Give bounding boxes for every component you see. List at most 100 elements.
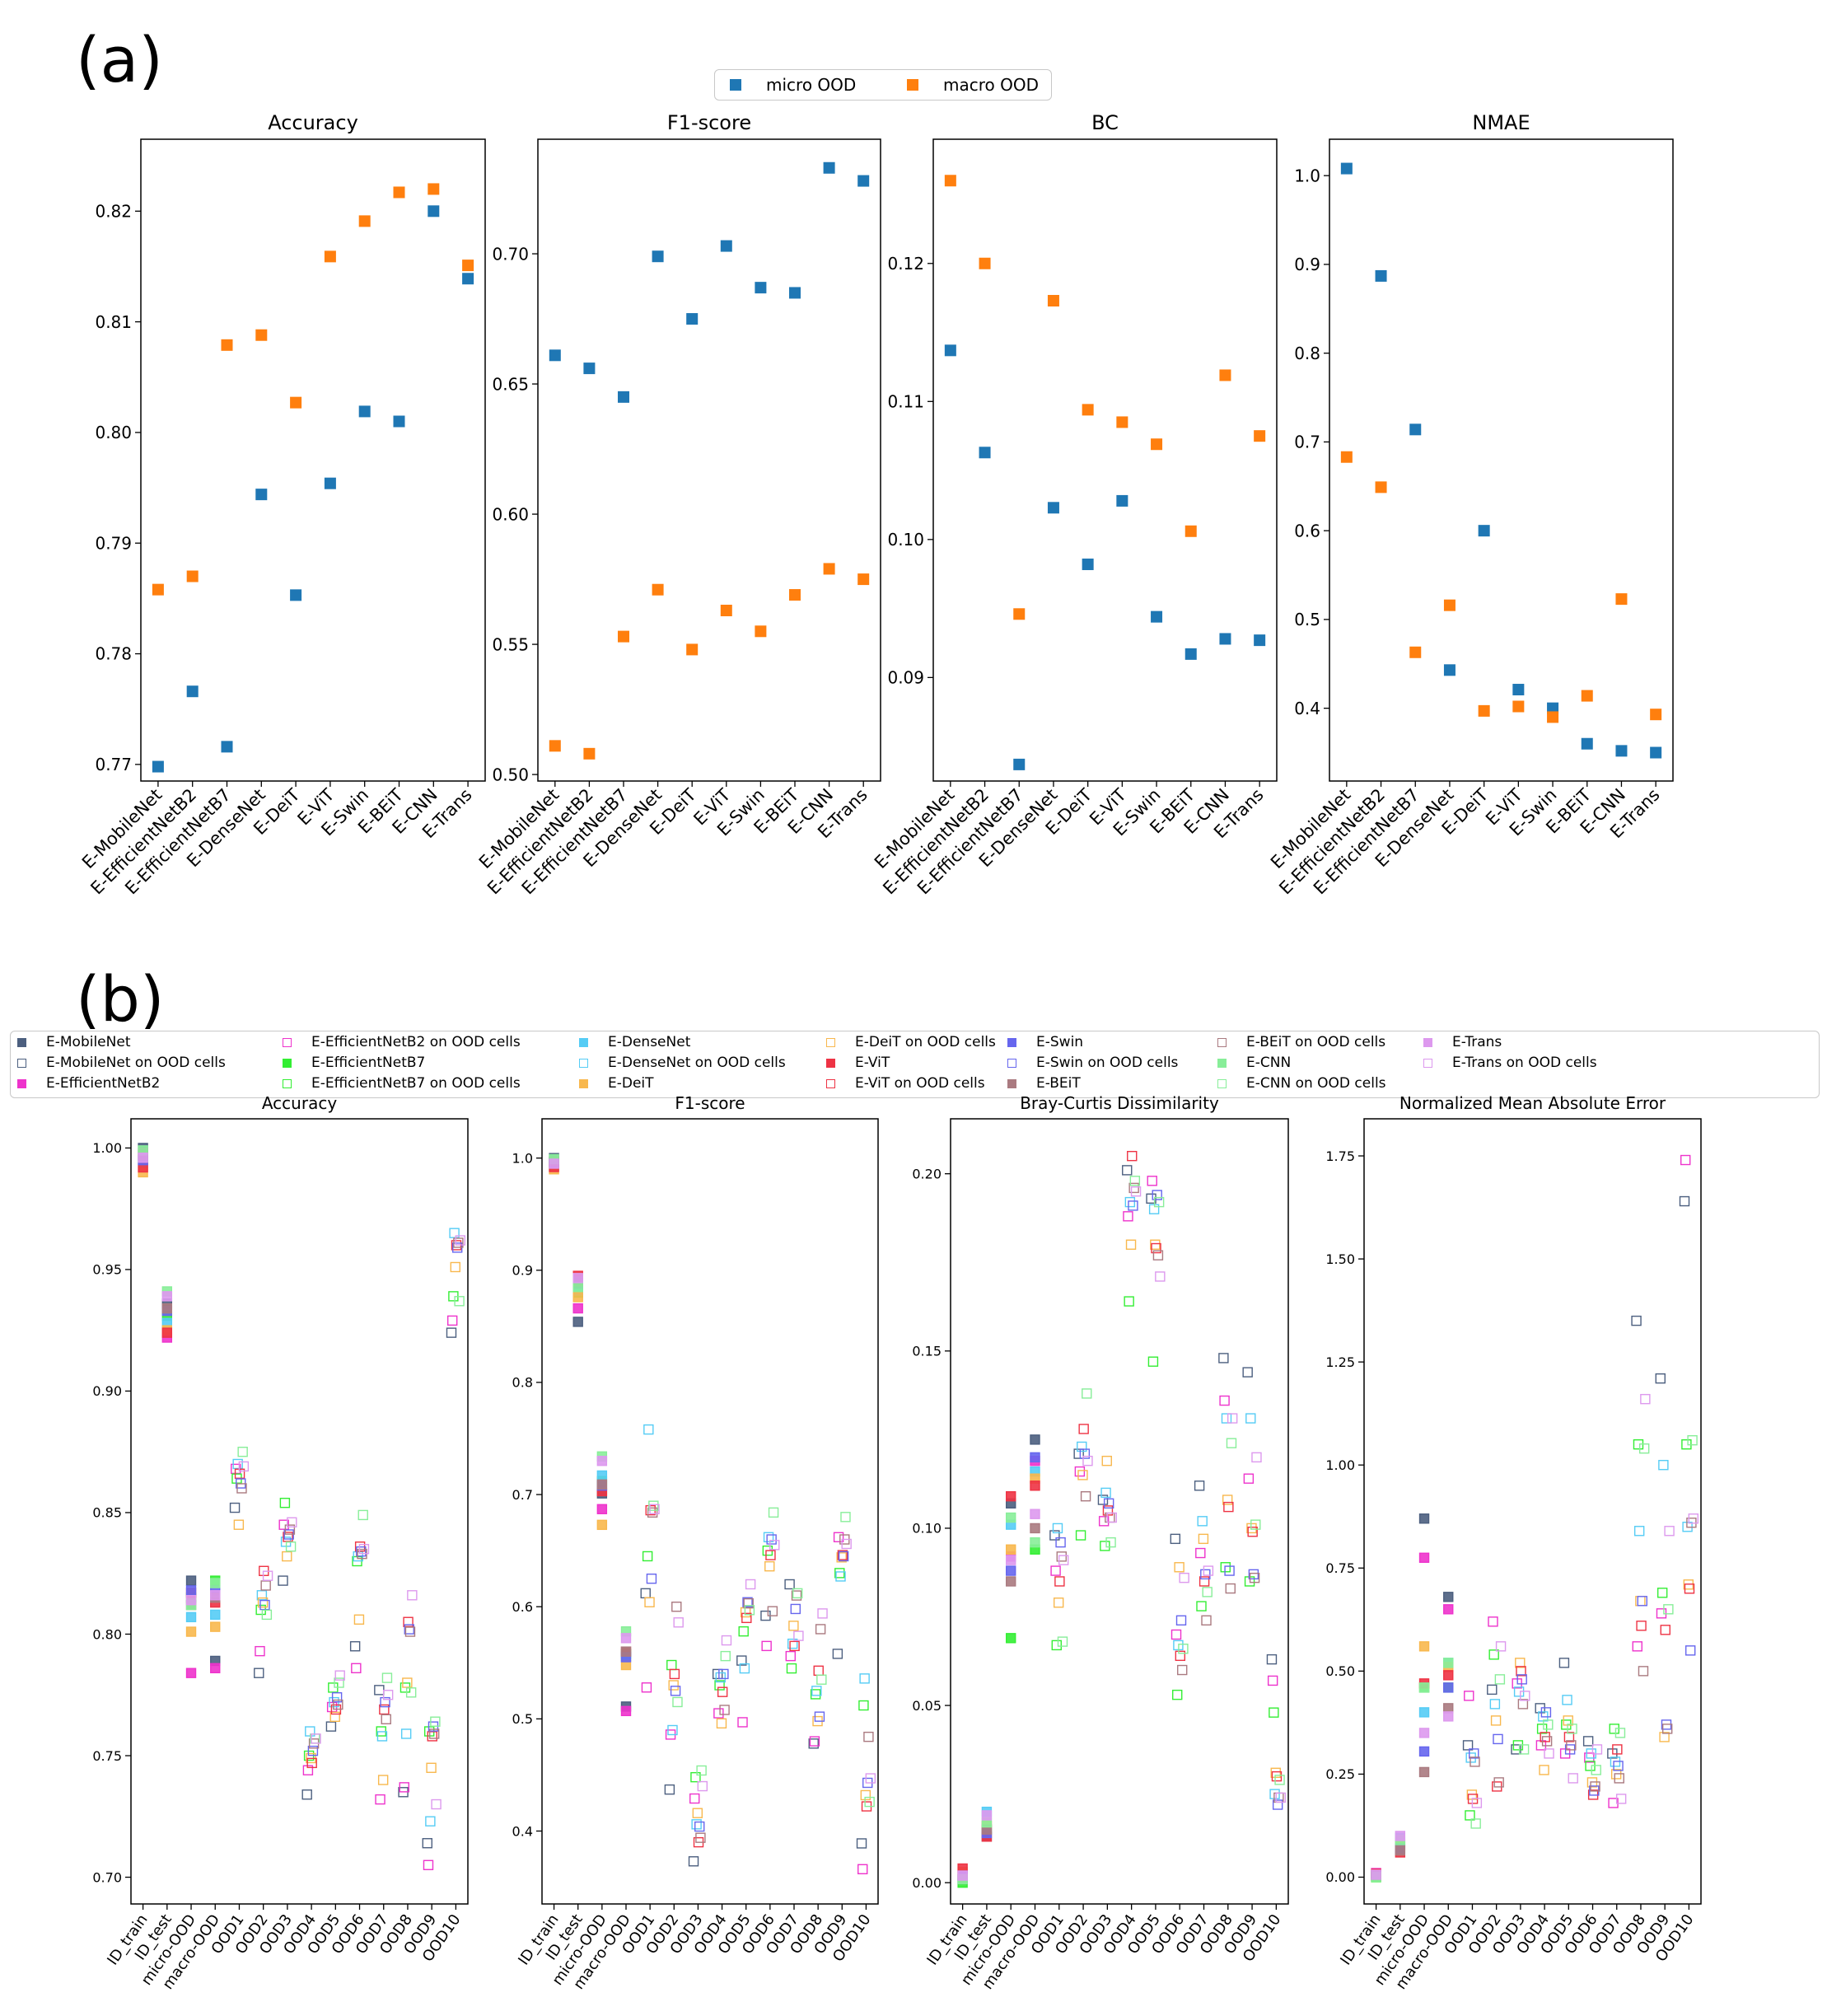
chart-a-accuracy: Accuracy0.770.780.790.800.810.82E-Mobile… [78,111,486,898]
data-point-hollow [382,1690,394,1700]
legend-b-label: E-DenseNet on OOD cells [608,1055,786,1071]
data-point-hollow [261,1609,273,1621]
data-point-hollow [329,1711,340,1723]
chart-a-bc: BC0.090.100.110.12E-MobileNetE-Efficient… [871,111,1278,898]
y-tick-label: 1.75 [1325,1148,1355,1164]
data-point-hollow [358,1544,370,1555]
data-point-micro-OOD [1375,269,1387,282]
filled-square-marker-icon [1007,1078,1016,1088]
data-point-hollow [715,1672,726,1683]
data-point-filled [1418,1766,1430,1778]
legend-b-item: E-Trans [1423,1033,1502,1051]
data-point-hollow [793,1630,804,1641]
data-point-hollow [768,1507,779,1518]
legend-b-label: E-BEiT [1036,1075,1081,1092]
data-point-hollow [1591,1765,1601,1775]
y-tick-label: 0.55 [492,634,529,654]
data-point-hollow [325,1721,337,1732]
plot-frame [541,1118,879,1905]
data-point-hollow [1684,1583,1695,1594]
data-point-filled [1443,1670,1454,1681]
data-point-hollow [1122,1165,1133,1176]
data-point-hollow [311,1733,321,1744]
data-point-hollow [644,1597,655,1607]
data-point-hollow [1057,1636,1068,1647]
data-point-hollow [1493,1733,1503,1745]
y-tick-label: 0.5 [1294,610,1320,629]
data-point-hollow [381,1714,391,1724]
data-point-filled [185,1611,197,1623]
chart-title: BC [1091,111,1119,134]
data-point-hollow [1078,1424,1089,1434]
data-point-hollow [1517,1699,1529,1710]
square-marker-icon [730,79,741,91]
y-tick-label: 0.90 [92,1383,122,1399]
data-point-hollow [836,1552,847,1563]
data-point-hollow [1613,1761,1624,1771]
legend-b-label: E-EfficientNetB7 [311,1055,426,1071]
data-point-hollow [1128,1182,1139,1194]
data-point-hollow [673,1617,684,1628]
data-point-hollow [744,1605,755,1616]
data-point-micro-OOD [1478,525,1490,537]
plot-frame [537,138,881,782]
data-point-hollow [1275,1792,1286,1803]
data-point-hollow [1124,1296,1134,1307]
data-point-hollow [1146,1193,1156,1204]
data-point-hollow [1050,1565,1061,1576]
data-point-hollow [404,1624,414,1635]
data-point-hollow [808,1738,819,1749]
data-point-hollow [1582,1736,1594,1747]
legend-b-item: E-Trans on OOD cells [1423,1054,1597,1072]
data-point-micro-OOD [1185,648,1197,660]
data-point-macro-OOD [1013,608,1026,620]
data-point-hollow [1488,1616,1498,1627]
data-point-macro-OOD [290,396,302,409]
data-point-micro-OOD [1082,558,1094,570]
data-point-hollow [1170,1533,1181,1545]
data-point-hollow [1687,1435,1698,1446]
data-point-hollow [787,1638,798,1649]
data-point-hollow [1218,1353,1229,1363]
legend-b: E-MobileNet E-MobileNet on OOD cells E-Eff… [10,1031,1820,1098]
y-tick-label: 0.12 [887,254,924,274]
data-point-macro-OOD [1615,593,1628,606]
data-point-hollow [712,1668,723,1680]
data-point-filled [1443,1682,1454,1693]
data-point-hollow [737,1717,748,1728]
data-point-filled [1030,1508,1040,1519]
y-tick-label: 1.0 [1294,166,1320,185]
chart-a-nmae: NMAE0.40.50.60.70.80.91.0E-MobileNetE-Ef… [1267,111,1674,898]
data-point-hollow [1097,1494,1109,1505]
data-point-micro-OOD [1512,684,1525,696]
data-point-hollow [865,1773,876,1784]
data-point-hollow [334,1670,345,1681]
data-point-hollow [817,1608,828,1619]
y-tick-label: 0.4 [512,1823,533,1839]
data-point-hollow [1194,1480,1205,1491]
data-point-hollow [696,1765,707,1776]
data-point-hollow [1272,1799,1283,1810]
data-point-hollow [1105,1537,1116,1548]
chart-title: F1-score [675,1093,745,1113]
data-point-hollow [399,1782,409,1793]
data-point-hollow [1614,1773,1624,1784]
data-point-hollow [716,1718,727,1729]
data-point-hollow [404,1626,416,1637]
data-point-filled [1443,1592,1454,1602]
data-point-micro-OOD [358,405,371,418]
data-point-hollow [1203,1565,1214,1576]
data-point-micro-OOD [1340,162,1353,175]
data-point-hollow [1197,1516,1208,1527]
data-point-filled [185,1594,197,1606]
data-point-hollow [260,1580,271,1591]
data-point-hollow [254,1668,264,1678]
data-point-hollow [1201,1615,1212,1626]
data-point-hollow [307,1745,319,1756]
data-point-hollow [1659,1732,1670,1742]
filled-square-marker-icon [826,1058,835,1068]
data-point-hollow [455,1235,465,1246]
data-point-filled [210,1621,221,1632]
data-point-hollow [1568,1773,1578,1784]
data-point-hollow [1177,1664,1188,1676]
